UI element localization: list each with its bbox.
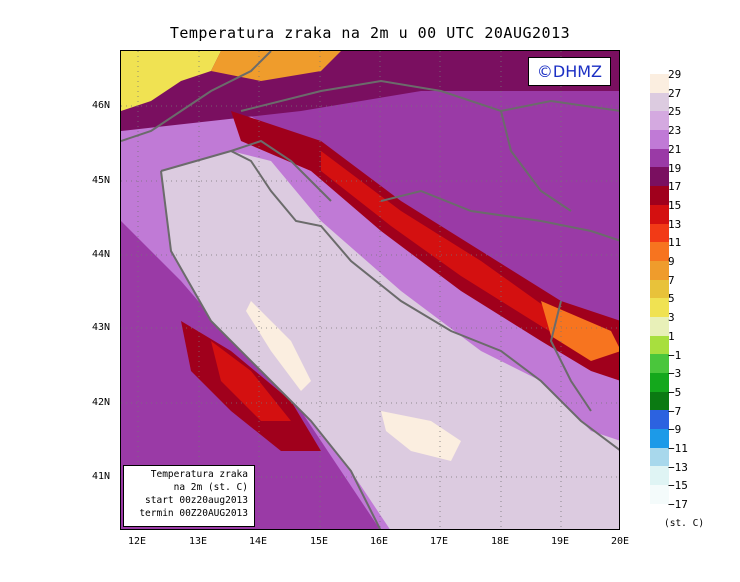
lon-label: 15E — [309, 536, 329, 547]
colorbar-label: 25 — [668, 105, 682, 119]
colorbar-label: 7 — [668, 273, 675, 287]
colorbar-swatch — [650, 466, 669, 486]
lon-label: 18E — [490, 536, 510, 547]
lon-label: 14E — [248, 536, 268, 547]
colorbar-swatch — [650, 279, 669, 299]
colorbar-label: −7 — [668, 404, 682, 418]
lon-label: 16E — [369, 536, 389, 547]
colorbar-swatch — [650, 260, 669, 280]
colorbar-swatch — [650, 373, 669, 392]
info-line-variable: Temperatura zraka — [150, 469, 248, 480]
lat-label: 42N — [92, 397, 111, 408]
colorbar-label: 27 — [668, 86, 682, 100]
colorbar-swatch — [650, 242, 669, 261]
colorbar-label: −13 — [668, 460, 688, 474]
graticule — [121, 51, 619, 529]
colorbar-swatch — [650, 223, 669, 243]
colorbar-label: −11 — [668, 442, 688, 455]
colorbar-swatch — [650, 410, 669, 430]
colorbar-label: −15 — [668, 479, 688, 493]
map-canvas — [121, 51, 619, 529]
lat-label: 46N — [92, 100, 111, 111]
info-line-start: start 00z20aug2013 — [145, 495, 248, 506]
lon-label: 20E — [610, 536, 630, 547]
lat-label: 41N — [92, 471, 111, 482]
colorbar-swatch — [650, 335, 669, 355]
colorbar-label: −5 — [668, 385, 682, 399]
lat-label: 43N — [92, 322, 111, 333]
info-line-termin: termin 00Z20AUG2013 — [139, 508, 248, 519]
colorbar-label: 1 — [668, 329, 675, 343]
colorbar-swatch — [650, 92, 669, 112]
colorbar-swatch — [650, 167, 669, 187]
colorbar-swatch — [650, 447, 669, 467]
colorbar-swatch — [650, 485, 669, 504]
dinaric-core — [321, 151, 601, 356]
colorbar-label: −17 — [668, 498, 688, 512]
colorbar-label: 3 — [668, 311, 675, 325]
colorbar-label: 23 — [668, 124, 682, 138]
info-box: Temperatura zraka na 2m (st. C) start 00… — [123, 465, 255, 527]
lon-label: 19E — [550, 536, 570, 547]
colorbar-swatch — [650, 298, 669, 317]
lat-label: 45N — [92, 175, 111, 186]
colorbar-label: 29 — [668, 68, 682, 81]
temperature-map: ©DHMZ Temperatura zraka na 2m (st. C) st… — [120, 50, 620, 530]
colorbar-label: 11 — [668, 236, 682, 250]
colorbar-swatch — [650, 204, 669, 224]
lon-label: 17E — [429, 536, 449, 547]
colorbar-unit: (st. C) — [664, 518, 705, 529]
colorbar-swatch — [650, 148, 669, 168]
warm-sea-patch-south — [381, 411, 461, 461]
colorbar-swatch — [650, 186, 669, 205]
colorbar-label: 9 — [668, 255, 675, 268]
adriatic-sea — [161, 151, 619, 529]
colorbar-swatch — [650, 74, 669, 93]
colorbar-label: 21 — [668, 142, 682, 156]
northwest-warm-patch — [121, 51, 221, 111]
colorbar-label: 15 — [668, 198, 682, 212]
coastline-borders — [121, 51, 619, 529]
lon-label: 13E — [188, 536, 208, 547]
colorbar-swatch — [650, 354, 669, 373]
dhmz-logo: ©DHMZ — [527, 57, 611, 86]
colorbar-swatch — [650, 130, 669, 149]
colorbar-label: 13 — [668, 217, 682, 231]
colorbar-swatch — [650, 316, 669, 336]
colorbar-swatch — [650, 391, 669, 411]
colorbar-label: 5 — [668, 292, 675, 306]
warm-sea-patch-central — [246, 301, 311, 391]
colorbar-swatch — [650, 429, 669, 448]
montenegro-orange — [541, 301, 619, 361]
info-line-units: na 2m (st. C) — [173, 482, 248, 493]
colorbar-label: 19 — [668, 161, 682, 175]
colorbar-label: 17 — [668, 180, 682, 194]
colorbar-label: −9 — [668, 423, 682, 437]
colorbar — [650, 74, 669, 504]
lon-label: 12E — [127, 536, 147, 547]
map-title: Temperatura zraka na 2m u 00 UTC 20AUG20… — [169, 24, 571, 42]
colorbar-label: −3 — [668, 367, 682, 381]
lat-label: 44N — [92, 249, 111, 260]
colorbar-label: −1 — [668, 348, 682, 362]
north-orange-patch — [211, 51, 341, 81]
apennine-core — [211, 341, 291, 421]
colorbar-swatch — [650, 111, 669, 131]
